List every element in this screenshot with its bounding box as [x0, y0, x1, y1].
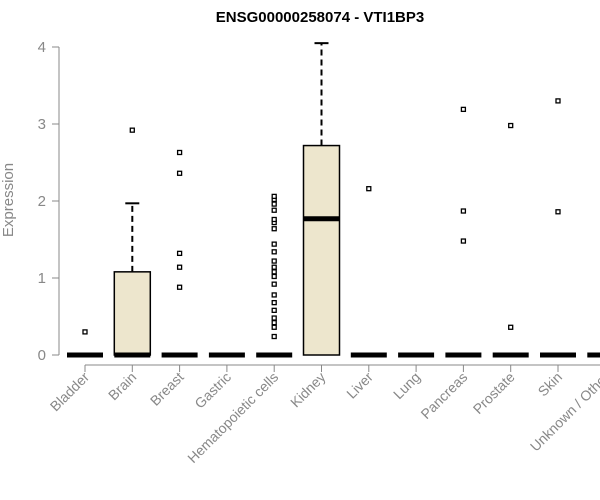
outlier-point: [271, 299, 277, 306]
outlier-point: [271, 226, 277, 232]
x-tick-label: Lung: [390, 369, 423, 402]
x-tick-label: Skin: [535, 369, 566, 400]
x-tick-label: Brain: [105, 369, 139, 403]
outlier-point: [271, 249, 277, 255]
x-tick-label: Breast: [147, 369, 187, 409]
chart-title: ENSG00000258074 - VTI1BP3: [216, 9, 424, 26]
x-tick-label: Hematopoietic cells: [184, 369, 281, 466]
axes: 0 1 2 3 4: [38, 39, 600, 372]
box-brain: [113, 202, 152, 358]
box-kidney: [302, 42, 341, 356]
x-tick-label: Prostate: [470, 369, 518, 417]
box-body: [302, 144, 341, 356]
x-tick-label: Bladder: [47, 369, 93, 415]
outlier-point: [271, 264, 277, 270]
outlier-point: [271, 292, 277, 298]
y-tick-label: 1: [38, 270, 46, 287]
outlier-point: [271, 207, 277, 213]
x-tick-label: Gastric: [191, 369, 234, 412]
outlier-point: [129, 127, 135, 133]
outlier-point: [460, 208, 467, 214]
outlier-point: [555, 209, 561, 215]
outlier-points: [82, 98, 561, 340]
outlier-point: [271, 281, 277, 287]
outlier-point: [460, 238, 467, 244]
y-tick-label: 3: [38, 116, 46, 133]
outlier-point: [271, 320, 277, 326]
outlier-point: [508, 122, 514, 129]
y-tick-label: 2: [38, 193, 46, 210]
outlier-point: [366, 186, 372, 192]
outlier-point: [176, 264, 183, 270]
outlier-point: [271, 269, 277, 275]
outlier-point: [460, 106, 467, 113]
outlier-point: [271, 324, 277, 330]
outlier-point: [271, 307, 277, 313]
outlier-point: [176, 284, 183, 290]
x-tick-label: Pancreas: [417, 369, 470, 422]
box-body: [113, 271, 152, 356]
outlier-point: [82, 329, 88, 335]
outlier-point: [271, 193, 277, 200]
x-tick-label: Kidney: [287, 369, 329, 411]
outlier-point: [176, 149, 183, 156]
x-tick-label: Liver: [343, 369, 376, 402]
outlier-point: [271, 273, 277, 280]
y-tick-label: 4: [38, 39, 46, 56]
y-axis-label: Expression: [0, 163, 17, 237]
outlier-point: [176, 170, 183, 176]
outlier-point: [271, 315, 277, 321]
outlier-point: [271, 201, 277, 207]
outlier-point: [271, 258, 277, 264]
boxes: [67, 42, 600, 358]
y-tick-label: 0: [38, 347, 46, 364]
outlier-point: [508, 324, 514, 330]
outlier-point: [555, 98, 561, 104]
outlier-point: [271, 241, 277, 247]
outlier-point: [271, 216, 277, 223]
outlier-point: [271, 333, 277, 340]
outlier-point: [176, 250, 183, 257]
